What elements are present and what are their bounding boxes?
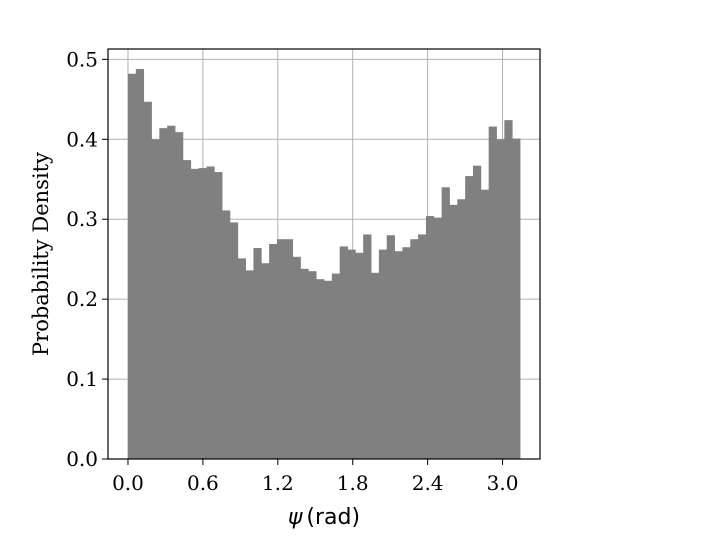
- histogram-bar: [441, 187, 450, 459]
- plot-frame: [107, 48, 541, 460]
- histogram-bar: [229, 222, 239, 459]
- histogram-bar: [433, 217, 443, 459]
- y-tick-label: 0.3: [66, 207, 98, 231]
- histogram-bar: [371, 272, 380, 459]
- x-tick-label: 0.0: [112, 471, 144, 495]
- y-axis-ticks: 0.0 0.1 0.2 0.3 0.4 0.5: [66, 47, 108, 471]
- histogram-bar: [512, 138, 521, 459]
- histogram-bar: [425, 216, 435, 459]
- histogram-bar: [402, 247, 411, 459]
- histogram-bar: [324, 280, 333, 459]
- histogram-bar: [378, 249, 388, 459]
- histogram-bar: [386, 235, 395, 459]
- histogram-bar: [504, 120, 513, 459]
- histogram-bar: [190, 168, 199, 459]
- x-tick-label: 3.0: [487, 471, 519, 495]
- histogram-bar: [308, 271, 317, 459]
- histogram-bar: [300, 268, 309, 459]
- x-tick-label: 1.8: [337, 471, 369, 495]
- y-tick-label: 0.0: [66, 447, 98, 471]
- histogram-bar: [363, 234, 372, 459]
- histogram-bar: [269, 244, 278, 459]
- histogram-bar: [410, 239, 419, 459]
- histogram-bar: [198, 168, 207, 460]
- histogram-bar: [222, 210, 231, 459]
- histogram-bar: [292, 256, 301, 459]
- histogram-bar: [159, 128, 168, 459]
- histogram-bar: [206, 166, 215, 459]
- y-tick-label: 0.4: [66, 127, 98, 151]
- histogram-bar: [355, 252, 364, 459]
- histogram-bar: [331, 273, 341, 459]
- histogram-bar: [488, 126, 497, 460]
- histogram-bar: [214, 172, 223, 459]
- histogram-bar: [472, 165, 482, 459]
- y-tick-label: 0.2: [66, 287, 98, 311]
- x-axis-label-symbol: ψ: [288, 505, 303, 530]
- x-tick-label: 2.4: [412, 471, 444, 495]
- histogram-bar: [237, 258, 246, 459]
- histogram-bar: [316, 279, 325, 459]
- histogram-bar: [261, 263, 270, 459]
- histogram-bar: [339, 246, 348, 459]
- histogram-bar: [496, 139, 505, 459]
- histogram-bar: [347, 249, 356, 459]
- y-tick-label: 0.5: [66, 47, 98, 71]
- x-axis-label: ψ (rad): [288, 505, 360, 530]
- histogram-bar: [151, 139, 160, 459]
- histogram-bar: [449, 204, 458, 459]
- histogram-bar: [457, 199, 466, 459]
- histogram-bar: [167, 125, 176, 459]
- x-axis-label-unit: (rad): [306, 505, 360, 530]
- histogram-bar: [245, 270, 254, 459]
- y-tick-label: 0.1: [66, 367, 98, 391]
- histogram-bar: [394, 251, 403, 459]
- histogram-bar: [276, 239, 286, 459]
- histogram-bar: [135, 68, 145, 460]
- histogram-bar: [182, 160, 192, 459]
- x-tick-label: 0.6: [187, 471, 219, 495]
- x-axis-ticks: 0.0 0.6 1.2 1.8 2.4 3.0: [112, 459, 518, 495]
- histogram-bar: [253, 248, 262, 459]
- histogram-bar: [480, 189, 490, 459]
- x-tick-label: 1.2: [262, 471, 294, 495]
- histogram-bar: [175, 132, 184, 460]
- histogram-bar: [465, 176, 474, 459]
- histogram-bar: [143, 101, 152, 459]
- histogram-bar: [284, 239, 294, 459]
- y-axis-label: Probability Density: [29, 152, 53, 356]
- histogram-bars: [127, 68, 521, 460]
- histogram-bar: [127, 73, 137, 460]
- histogram-bar: [418, 234, 427, 459]
